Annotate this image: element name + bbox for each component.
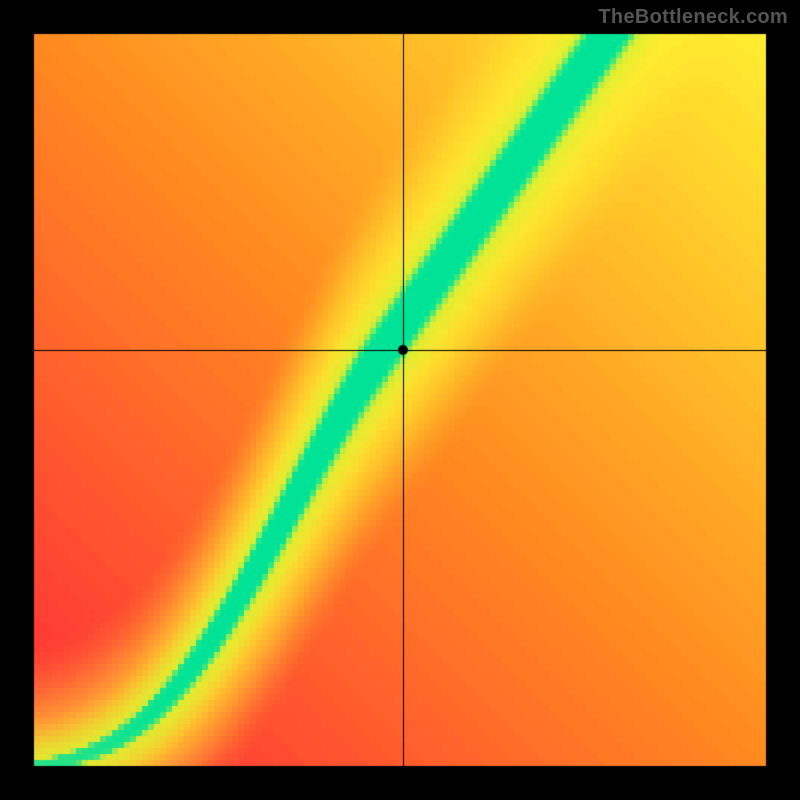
watermark-text: TheBottleneck.com — [598, 6, 788, 29]
bottleneck-heatmap — [0, 0, 800, 800]
chart-container: TheBottleneck.com — [0, 0, 800, 800]
